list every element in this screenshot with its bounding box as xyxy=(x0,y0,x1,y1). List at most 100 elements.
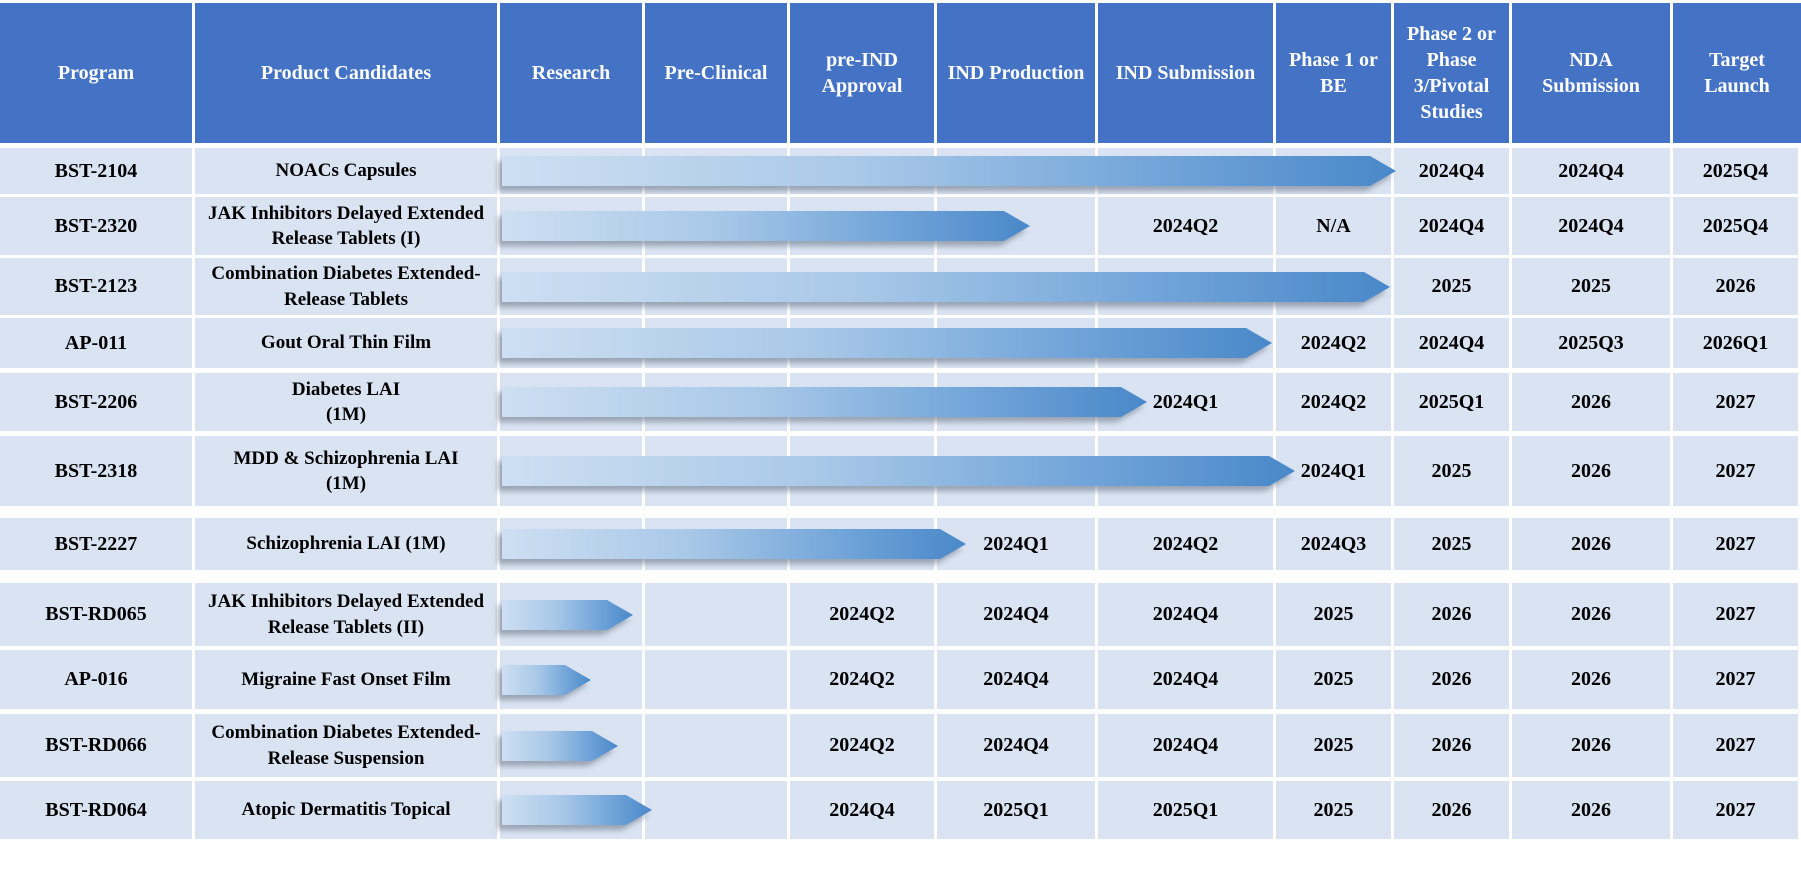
pipeline-bar xyxy=(502,456,1295,486)
program-cell: BST-RD064 xyxy=(0,781,195,839)
column-header-product-candidates: Product Candidates xyxy=(195,3,500,143)
pipeline-bar xyxy=(502,529,966,559)
candidate-cell: Schizophrenia LAI (1M) xyxy=(195,518,500,570)
program-cell: BST-2320 xyxy=(0,197,195,255)
column-header-nda-submission: NDA Submission xyxy=(1512,3,1673,143)
stage-cell-phase2: 2026 xyxy=(1394,781,1512,839)
header-row: Program Product Candidates Research Pre-… xyxy=(0,3,1801,143)
column-header-target-launch: Target Launch xyxy=(1673,3,1801,143)
pipeline-bar xyxy=(502,795,652,825)
stage-cell-phase1: 2024Q3 xyxy=(1276,518,1394,570)
stage-cell-ind-submission: 2025Q1 xyxy=(1098,781,1276,839)
stage-cell-phase2-label: 2024Q4 xyxy=(1418,331,1485,354)
stage-cell-nda-label: 2026 xyxy=(1571,668,1611,690)
stage-cell-nda-label: 2024Q4 xyxy=(1558,214,1624,237)
column-header-pre-clinical: Pre-Clinical xyxy=(645,3,790,143)
stage-cell-nda-label: 2026 xyxy=(1571,532,1611,555)
column-header-phase-2-3: Phase 2 or Phase 3/Pivotal Studies xyxy=(1394,3,1512,143)
candidate-cell: NOACs Capsules xyxy=(195,148,500,194)
pipeline-bar xyxy=(502,387,1147,417)
stage-cell-target: 2027 xyxy=(1673,583,1801,646)
stage-cell-ind-submission: 2024Q4 xyxy=(1098,650,1276,709)
stage-cell-phase1: N/A xyxy=(1276,197,1394,255)
stage-cell-phase1: 2025 xyxy=(1276,781,1394,839)
table-row: BST-2123 Combination Diabetes Extended- R… xyxy=(0,258,1801,315)
pipeline-bar xyxy=(502,731,618,761)
stage-cell-ind-production-label: 2024Q4 xyxy=(983,734,1049,756)
candidate-cell: JAK Inhibitors Delayed Extended Release … xyxy=(195,197,500,255)
stage-cell-ind-submission-label: 2024Q4 xyxy=(1152,603,1219,625)
stage-cell-ind-submission: 2024Q2 xyxy=(1098,518,1276,570)
stage-cell-target: 2026 xyxy=(1673,258,1801,315)
program-cell-label: AP-011 xyxy=(64,331,128,354)
stage-cell-nda-label: 2026 xyxy=(1571,603,1611,625)
stage-cell-target: 2027 xyxy=(1673,436,1801,506)
stage-cell-target: 2027 xyxy=(1673,650,1801,709)
pipeline-bar-shape xyxy=(502,387,1147,417)
candidate-cell-label: JAK Inhibitors Delayed Extended Release … xyxy=(207,591,485,638)
stage-cell-phase1-label: N/A xyxy=(1316,214,1351,237)
stage-cell-nda: 2025Q3 xyxy=(1512,318,1673,368)
stage-cell-target-label: 2027 xyxy=(1715,668,1756,690)
candidate-cell: Combination Diabetes Extended- Release T… xyxy=(195,258,500,315)
stage-cell-phase1-label: 2025 xyxy=(1313,668,1354,690)
program-cell-label: BST-RD065 xyxy=(45,603,147,625)
pipeline-bar xyxy=(502,156,1396,186)
stage-cell-target-label: 2025Q4 xyxy=(1702,214,1769,237)
stage-cell-phase1: 2024Q1 xyxy=(1276,436,1394,506)
pipeline-bar xyxy=(502,600,633,630)
stage-cell-preclinical xyxy=(645,714,790,777)
pipeline-bar-shape xyxy=(502,156,1396,186)
stage-cell-target: 2027 xyxy=(1673,518,1801,570)
stage-cell-preclinical xyxy=(645,781,790,839)
pipeline-bar-shape xyxy=(502,328,1272,358)
stage-cell-phase2-label: 2024Q4 xyxy=(1418,159,1485,182)
column-header-ind-submission: IND Submission xyxy=(1098,3,1276,143)
stage-cell-ind-submission-label: 2024Q2 xyxy=(1152,214,1219,237)
program-cell-label: BST-RD066 xyxy=(45,734,147,756)
table-row: BST-2318 MDD & Schizophrenia LAI (1M) 2024… xyxy=(0,436,1801,506)
table-row: BST-RD065 JAK Inhibitors Delayed Extended… xyxy=(0,583,1801,646)
stage-cell-preind-label: 2024Q2 xyxy=(829,734,895,756)
candidate-cell-label: Combination Diabetes Extended- Release S… xyxy=(211,722,481,769)
stage-cell-target-label: 2026Q1 xyxy=(1702,331,1769,354)
stage-cell-phase1-label: 2024Q1 xyxy=(1300,459,1367,482)
stage-cell-target: 2025Q4 xyxy=(1673,148,1801,194)
stage-cell-phase2: 2026 xyxy=(1394,650,1512,709)
table-row: BST-2227 Schizophrenia LAI (1M) 2024Q1 2024… xyxy=(0,518,1801,570)
stage-cell-phase1-label: 2024Q2 xyxy=(1300,331,1367,354)
stage-cell-phase1: 2025 xyxy=(1276,650,1394,709)
program-cell-label: BST-2318 xyxy=(54,459,138,482)
stage-cell-ind-submission-label: 2024Q4 xyxy=(1152,734,1219,756)
candidate-cell: Combination Diabetes Extended- Release S… xyxy=(195,714,500,777)
stage-cell-nda-label: 2025Q3 xyxy=(1558,331,1624,354)
stage-cell-preind-label: 2024Q4 xyxy=(829,798,895,821)
candidate-cell: Diabetes LAI (1M) xyxy=(195,373,500,431)
stage-cell-target: 2026Q1 xyxy=(1673,318,1801,368)
stage-cell-ind-production: 2024Q4 xyxy=(937,714,1098,777)
stage-cell-phase2-label: 2024Q4 xyxy=(1418,214,1485,237)
candidate-cell-label: JAK Inhibitors Delayed Extended Release … xyxy=(207,202,485,249)
stage-cell-target: 2027 xyxy=(1673,781,1801,839)
stage-cell-target-label: 2026 xyxy=(1715,275,1756,297)
candidate-cell: Atopic Dermatitis Topical xyxy=(195,781,500,839)
stage-cell-ind-submission-label: 2024Q1 xyxy=(1152,390,1219,413)
stage-cell-ind-production-label: 2024Q4 xyxy=(983,603,1049,625)
stage-cell-phase2: 2024Q4 xyxy=(1394,148,1512,194)
stage-cell-phase2: 2026 xyxy=(1394,583,1512,646)
stage-cell-ind-submission-label: 2025Q1 xyxy=(1152,798,1219,821)
stage-cell-ind-production: 2025Q1 xyxy=(937,781,1098,839)
stage-cell-target-label: 2027 xyxy=(1715,603,1756,625)
stage-cell-phase2: 2025 xyxy=(1394,436,1512,506)
stage-cell-preind: 2024Q2 xyxy=(790,714,937,777)
table-row: AP-011 Gout Oral Thin Film 2024Q2 2024Q4 202… xyxy=(0,318,1801,368)
stage-cell-phase2: 2024Q4 xyxy=(1394,197,1512,255)
stage-cell-preind: 2024Q4 xyxy=(790,781,937,839)
stage-cell-phase2-label: 2025Q1 xyxy=(1418,390,1485,413)
stage-cell-nda-label: 2024Q4 xyxy=(1558,159,1624,182)
stage-cell-phase2-label: 2025 xyxy=(1431,275,1472,297)
candidate-cell: MDD & Schizophrenia LAI (1M) xyxy=(195,436,500,506)
stage-cell-ind-production-label: 2025Q1 xyxy=(983,798,1049,821)
pipeline-bar-shape xyxy=(502,211,1030,241)
